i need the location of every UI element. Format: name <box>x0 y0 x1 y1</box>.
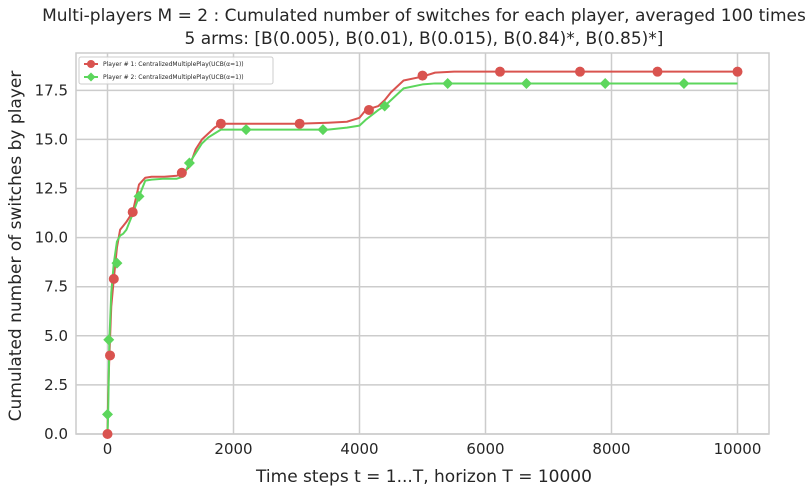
data-point-player-2 <box>103 334 115 346</box>
data-point-player-1 <box>417 70 428 81</box>
data-point-player-2 <box>520 77 532 89</box>
x-axis-label: Time steps t = 1...T, horizon T = 10000 <box>255 467 592 487</box>
data-point-player-1 <box>105 350 116 361</box>
series-markers <box>102 66 743 439</box>
y-tick-label: 17.5 <box>35 81 68 99</box>
legend-marker-player-1 <box>87 60 95 68</box>
y-axis-label: Cumulated number of switches by player <box>6 71 26 422</box>
y-tick-label: 7.5 <box>44 278 68 296</box>
data-point-player-1 <box>494 66 505 77</box>
x-tick-label: 0 <box>103 440 113 458</box>
y-tick-label: 2.5 <box>44 376 68 394</box>
legend-label-player-2: Player # 2: CentralizedMultiplePlay(UCB(… <box>103 74 244 81</box>
y-tick-label: 15.0 <box>35 130 68 148</box>
plot-frame <box>75 52 770 435</box>
x-tick-label: 2000 <box>214 440 252 458</box>
y-tick-label: 10.0 <box>35 229 68 247</box>
data-point-player-1 <box>652 66 663 77</box>
x-axis-ticks: 0 2000 4000 6000 8000 10000 <box>103 440 762 458</box>
y-tick-label: 5.0 <box>44 327 68 345</box>
data-point-player-1 <box>732 66 743 77</box>
data-point-player-1 <box>294 118 305 129</box>
data-point-player-2 <box>133 190 145 202</box>
chart-subtitle: 5 arms: [B(0.005), B(0.01), B(0.015), B(… <box>185 29 664 49</box>
x-tick-label: 10000 <box>714 440 762 458</box>
y-tick-label: 0.0 <box>44 425 68 443</box>
x-tick-label: 6000 <box>466 440 504 458</box>
legend-label-player-1: Player # 1: CentralizedMultiplePlay(UCB(… <box>103 61 244 68</box>
data-point-player-2 <box>111 257 123 269</box>
data-point-player-1 <box>102 429 113 439</box>
legend-marker-player-2 <box>86 72 96 82</box>
data-point-player-2 <box>442 77 454 89</box>
data-point-player-2 <box>379 100 391 112</box>
data-point-player-2 <box>183 157 195 169</box>
series-line-player-2 <box>106 82 738 435</box>
y-tick-label: 12.5 <box>35 180 68 198</box>
data-point-player-1 <box>363 104 374 115</box>
data-point-player-1 <box>215 118 226 129</box>
data-point-player-2 <box>599 77 611 89</box>
data-point-player-2 <box>102 408 113 420</box>
legend: Player # 1: CentralizedMultiplePlay(UCB(… <box>78 56 274 85</box>
legend-box <box>78 56 274 85</box>
x-tick-label: 4000 <box>340 440 378 458</box>
chart-title: Multi-players M = 2 : Cumulated number o… <box>42 6 806 26</box>
data-point-player-1 <box>108 273 119 284</box>
data-point-player-1 <box>127 207 138 218</box>
data-point-player-2 <box>240 124 252 136</box>
data-point-player-2 <box>678 77 690 89</box>
data-point-player-1 <box>176 167 187 178</box>
y-axis-ticks: 0.0 2.5 5.0 7.5 10.0 12.5 15.0 17.5 <box>35 81 68 443</box>
data-point-player-1 <box>575 66 585 77</box>
data-point-player-2 <box>317 124 329 136</box>
x-tick-label: 8000 <box>592 440 630 458</box>
